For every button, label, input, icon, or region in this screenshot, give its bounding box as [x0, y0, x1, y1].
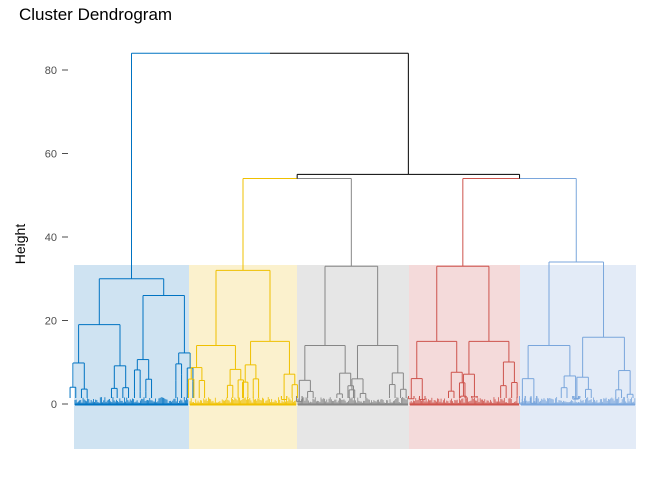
y-tick-label: 0 — [51, 399, 57, 411]
cluster-bands — [74, 265, 636, 449]
cluster-band-c5 — [520, 265, 636, 449]
cluster-band-c4 — [409, 265, 520, 449]
dendrogram-links — [69, 52, 634, 405]
y-tick-label: 60 — [45, 149, 57, 161]
cluster-band-c1 — [74, 265, 189, 449]
y-tick-label: 80 — [45, 65, 57, 77]
chart-title: Cluster Dendrogram — [19, 5, 173, 24]
cluster-band-c3 — [297, 265, 409, 449]
y-axis: 0 20 40 60 80 — [45, 65, 68, 411]
cluster-band-c2 — [189, 265, 297, 449]
y-tick-label: 40 — [45, 232, 57, 244]
leaf-region — [74, 397, 636, 406]
y-tick-label: 20 — [45, 316, 57, 328]
